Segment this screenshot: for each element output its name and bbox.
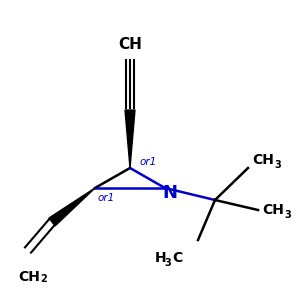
- Text: or1: or1: [140, 157, 157, 167]
- Text: CH: CH: [118, 37, 142, 52]
- Text: CH: CH: [262, 203, 284, 217]
- Text: 3: 3: [274, 160, 281, 170]
- Text: H: H: [155, 251, 166, 265]
- Text: CH: CH: [18, 270, 40, 284]
- Text: C: C: [172, 251, 182, 265]
- Text: 3: 3: [164, 258, 171, 268]
- Text: N: N: [163, 184, 178, 202]
- Polygon shape: [125, 110, 135, 168]
- Text: 2: 2: [40, 274, 47, 284]
- Text: 3: 3: [284, 210, 291, 220]
- Polygon shape: [49, 188, 95, 226]
- Text: or1: or1: [98, 193, 115, 203]
- Text: CH: CH: [252, 153, 274, 167]
